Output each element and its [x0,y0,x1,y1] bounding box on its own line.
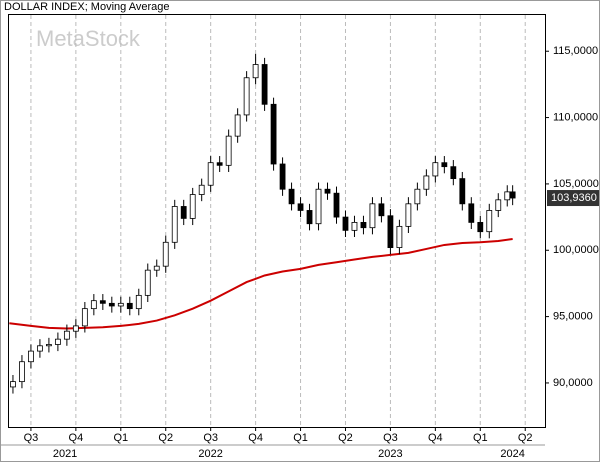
candle-body [72,325,79,332]
candle-body [90,300,97,310]
candle-body [396,225,403,249]
candle-body [198,184,205,195]
x-tick-label: Q3 [203,432,218,444]
chart-title: DOLLAR INDEX; Moving Average [4,1,169,13]
last-price-box [547,190,599,207]
x-tick-label: Q3 [383,432,398,444]
y-tick-label: 110,0000 [553,111,598,123]
candle-body [216,162,223,166]
candle-body [162,241,169,267]
candle-body [504,191,511,201]
candle-body [342,216,349,231]
x-tick-label: Q2 [518,432,533,444]
candle-body [270,103,277,165]
candle-body [288,188,295,205]
year-label: 2022 [198,448,222,460]
candle-body [189,194,196,219]
last-price-label: 103,9360 [551,192,597,204]
x-tick-label: Q4 [428,432,443,444]
candle-body [414,188,421,205]
candle-body [171,206,178,243]
x-tick-label: Q2 [158,432,173,444]
candle-body [315,188,322,225]
y-tick-label: 115,0000 [553,45,598,57]
candle-body [333,192,340,218]
candle-body [441,162,448,168]
candle-body [405,203,412,227]
candle-body [153,265,160,271]
y-tick-label: 90,0000 [553,377,593,389]
candle-body [99,300,106,304]
candle-body [297,203,304,211]
candle-body [144,269,151,296]
x-tick-label: Q3 [24,432,39,444]
candle-body [360,221,367,229]
candle-body [135,294,142,310]
candle-body [351,221,358,231]
moving-average [9,237,513,330]
candle-body [486,210,493,233]
candle-body [180,206,187,219]
candle-body [108,302,115,307]
candle-body [477,221,484,233]
candle-body [252,64,259,79]
candle-body [54,338,61,345]
candle-body [81,308,88,327]
candle-body [279,163,286,190]
candle-body [378,203,385,217]
y-tick-label: 95,0000 [553,311,593,323]
candle-body [19,361,25,383]
candle-body [468,203,475,223]
candle-body [450,166,457,180]
candle-body [225,135,232,166]
candle-body [495,199,502,211]
candle-body [10,381,16,388]
candle-body [261,64,268,105]
candle-body [324,188,331,194]
candle-body [63,330,70,340]
x-tick-label: Q1 [293,432,308,444]
x-tick-label: Q2 [338,432,353,444]
y-tick-label: 100,0000 [553,244,599,256]
y-tick-label: 105,0000 [553,178,599,190]
candle-body [46,344,52,347]
plot-border [8,14,546,428]
candle-body [459,178,466,205]
x-tick-label: Q4 [248,432,263,444]
candle-body [234,114,241,137]
candle-body [207,162,214,186]
year-label: 2023 [378,448,402,460]
watermark: MetaStock [36,26,141,51]
candle-body [306,210,313,225]
candle-body [369,203,376,229]
candle-body [37,345,43,352]
candle-body [117,302,124,307]
x-tick-label: Q1 [113,432,128,444]
x-tick-label: Q1 [473,432,488,444]
candle-body [509,191,516,199]
year-label: 2024 [500,448,524,460]
candle-body [387,215,394,249]
candle-body [423,175,430,190]
candle-body [28,350,34,363]
candle-body [126,302,133,310]
candle-body [243,77,250,116]
x-tick-label: Q4 [69,432,84,444]
candle-body [432,162,439,177]
year-label: 2021 [53,448,77,460]
